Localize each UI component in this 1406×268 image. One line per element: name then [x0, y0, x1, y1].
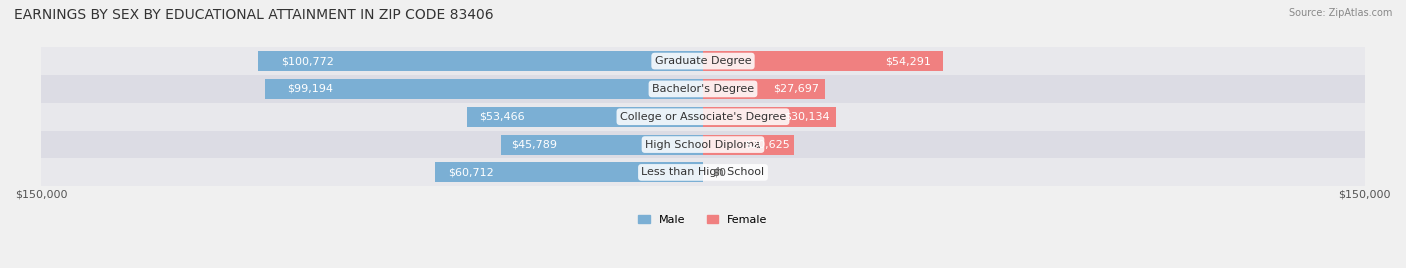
- Bar: [436, 162, 703, 183]
- Bar: [703, 135, 794, 155]
- Text: $100,772: $100,772: [281, 56, 333, 66]
- Bar: [41, 131, 1365, 158]
- Text: $20,625: $20,625: [744, 140, 789, 150]
- Bar: [259, 51, 703, 71]
- Bar: [41, 158, 1365, 186]
- Bar: [501, 135, 703, 155]
- Legend: Male, Female: Male, Female: [634, 210, 772, 229]
- Bar: [266, 79, 703, 99]
- Text: $45,789: $45,789: [512, 140, 557, 150]
- Text: $54,291: $54,291: [884, 56, 931, 66]
- Text: College or Associate's Degree: College or Associate's Degree: [620, 112, 786, 122]
- Text: $53,466: $53,466: [479, 112, 524, 122]
- Text: $27,697: $27,697: [773, 84, 820, 94]
- Text: $99,194: $99,194: [287, 84, 333, 94]
- Bar: [703, 51, 942, 71]
- Bar: [41, 47, 1365, 75]
- Text: Source: ZipAtlas.com: Source: ZipAtlas.com: [1288, 8, 1392, 18]
- Text: Graduate Degree: Graduate Degree: [655, 56, 751, 66]
- Text: Less than High School: Less than High School: [641, 168, 765, 177]
- Bar: [703, 107, 837, 127]
- Text: $30,134: $30,134: [783, 112, 830, 122]
- Text: $0: $0: [711, 168, 725, 177]
- Text: EARNINGS BY SEX BY EDUCATIONAL ATTAINMENT IN ZIP CODE 83406: EARNINGS BY SEX BY EDUCATIONAL ATTAINMEN…: [14, 8, 494, 22]
- Text: High School Diploma: High School Diploma: [645, 140, 761, 150]
- Bar: [41, 103, 1365, 131]
- Text: $60,712: $60,712: [449, 168, 495, 177]
- Bar: [41, 75, 1365, 103]
- Bar: [703, 79, 825, 99]
- Bar: [467, 107, 703, 127]
- Text: Bachelor's Degree: Bachelor's Degree: [652, 84, 754, 94]
